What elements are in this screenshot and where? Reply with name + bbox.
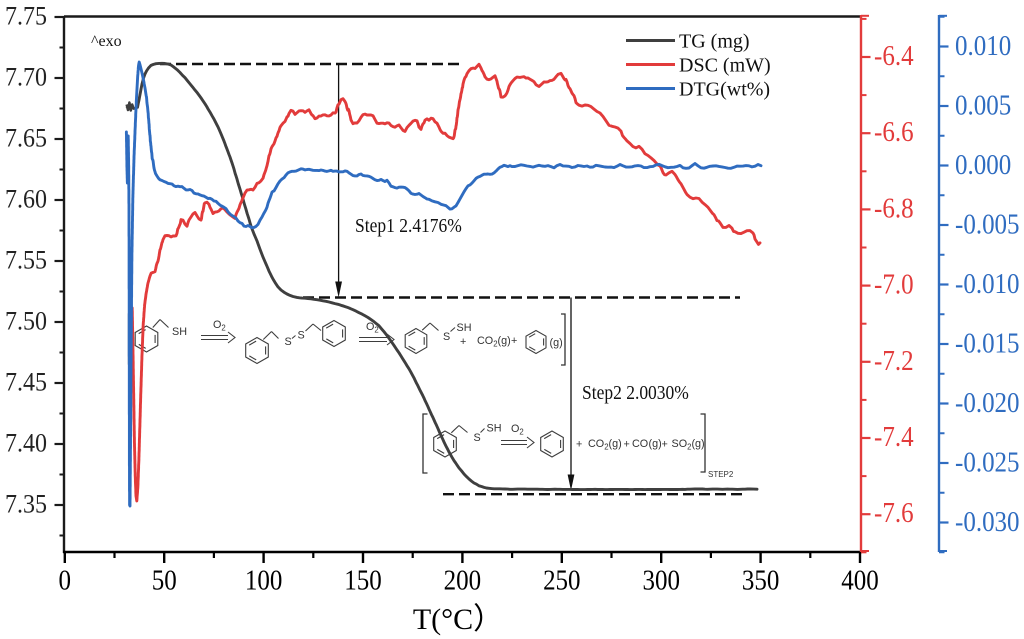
svg-text:-0.015: -0.015	[955, 327, 1020, 359]
svg-text:0.010: 0.010	[955, 30, 1011, 62]
svg-text:DSC (mW): DSC (mW)	[679, 55, 771, 77]
svg-text:-7.6: -7.6	[874, 497, 914, 529]
svg-text:-0.020: -0.020	[955, 387, 1020, 419]
svg-text:STEP2: STEP2	[708, 470, 734, 479]
svg-text:7.40: 7.40	[5, 427, 47, 458]
svg-text:S: S	[285, 336, 292, 348]
svg-text:+: +	[511, 335, 517, 347]
svg-text:50: 50	[152, 564, 177, 596]
svg-text:7.50: 7.50	[5, 305, 47, 336]
svg-text:+: +	[576, 439, 582, 451]
svg-text:-7.4: -7.4	[874, 421, 914, 453]
svg-text:200: 200	[444, 564, 481, 596]
svg-text:S: S	[474, 432, 481, 444]
svg-text:^exo: ^exo	[91, 33, 122, 50]
svg-text:7.45: 7.45	[5, 366, 47, 397]
svg-text:S: S	[298, 330, 305, 342]
svg-text:7.55: 7.55	[5, 244, 47, 275]
svg-text:SH: SH	[457, 322, 472, 334]
svg-text:7.60: 7.60	[5, 183, 47, 214]
svg-text:(g): (g)	[649, 438, 662, 450]
svg-text:Step1 2.4176%: Step1 2.4176%	[355, 215, 462, 237]
svg-text:-0.010: -0.010	[955, 268, 1020, 300]
svg-text:Step2 2.0030%: Step2 2.0030%	[582, 382, 689, 404]
svg-text:DTG(wt%): DTG(wt%)	[679, 79, 770, 101]
svg-text:-6.6: -6.6	[874, 116, 914, 148]
svg-text:CO2(g): CO2(g)	[477, 335, 511, 349]
svg-text:0.000: 0.000	[955, 149, 1011, 181]
svg-text:7.70: 7.70	[5, 61, 47, 92]
svg-text:-6.8: -6.8	[874, 192, 914, 224]
svg-text:7.35: 7.35	[5, 488, 47, 519]
svg-text:+: +	[624, 439, 630, 451]
svg-text:+: +	[662, 439, 668, 451]
svg-text:7.65: 7.65	[5, 122, 47, 153]
svg-text:-0.005: -0.005	[955, 208, 1020, 240]
svg-text:-0.025: -0.025	[955, 446, 1020, 478]
svg-text:250: 250	[543, 564, 580, 596]
svg-text:SO2(g): SO2(g)	[672, 438, 705, 452]
svg-text:150: 150	[344, 564, 381, 596]
svg-text:300: 300	[642, 564, 679, 596]
svg-text:(g): (g)	[550, 337, 563, 349]
svg-text:+: +	[460, 336, 466, 348]
svg-text:0: 0	[59, 564, 71, 596]
svg-text:CO: CO	[632, 438, 648, 450]
svg-text:-0.030: -0.030	[955, 506, 1020, 538]
svg-text:-7.0: -7.0	[874, 268, 914, 300]
svg-text:T(°C）: T(°C）	[413, 603, 503, 636]
svg-text:TG (mg): TG (mg)	[679, 31, 750, 53]
svg-text:7.75: 7.75	[5, 0, 47, 31]
svg-text:350: 350	[742, 564, 779, 596]
svg-text:SH: SH	[487, 423, 502, 435]
svg-text:CO2(g): CO2(g)	[588, 438, 622, 452]
svg-text:-7.2: -7.2	[874, 344, 914, 376]
svg-text:-6.4: -6.4	[874, 40, 914, 72]
svg-text:100: 100	[245, 564, 282, 596]
svg-text:0.005: 0.005	[955, 89, 1011, 121]
svg-text:S: S	[443, 331, 450, 343]
svg-text:400: 400	[841, 564, 878, 596]
svg-text:SH: SH	[172, 326, 187, 338]
